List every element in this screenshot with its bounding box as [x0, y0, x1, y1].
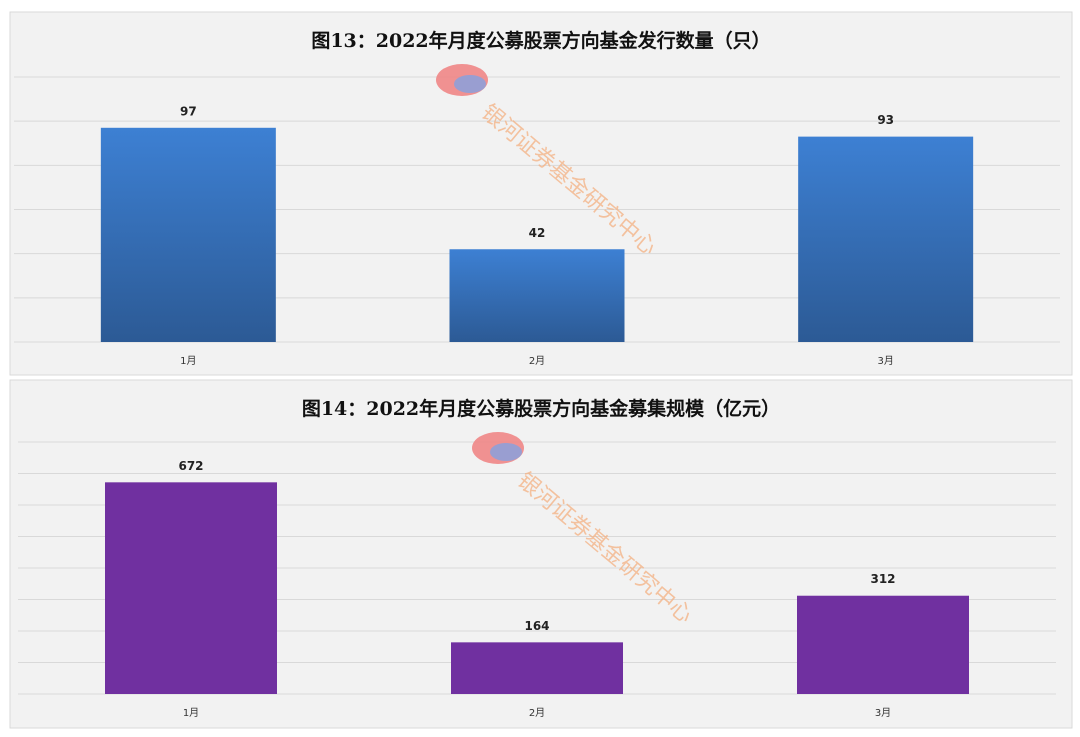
x-tick-label: 2月: [529, 355, 545, 367]
chart-title: 图13：2022年月度公募股票方向基金发行数量（只）: [311, 29, 770, 52]
watermark-logo: [490, 443, 522, 461]
bar: [105, 482, 277, 694]
x-tick-label: 2月: [529, 707, 545, 719]
watermark-logo: [454, 75, 486, 93]
x-tick-label: 3月: [875, 707, 891, 719]
bar: [451, 642, 623, 694]
bar: [797, 595, 969, 694]
data-label: 312: [870, 572, 895, 586]
chart-panel: 图13：2022年月度公募股票方向基金发行数量（只）971月422月933月银河…: [9, 11, 1073, 376]
x-tick-label: 1月: [183, 707, 199, 719]
bar: [100, 127, 276, 343]
x-tick-label: 1月: [180, 355, 196, 367]
bar: [449, 249, 625, 342]
bar: [798, 136, 974, 342]
data-label: 672: [178, 459, 203, 473]
data-label: 97: [180, 104, 197, 118]
data-label: 164: [524, 619, 549, 633]
chart-panel: 图14：2022年月度公募股票方向基金募集规模（亿元） 672 1月 164 2月 312…: [9, 379, 1073, 729]
data-label: 93: [877, 113, 894, 127]
chart-title: 图14：2022年月度公募股票方向基金募集规模（亿元）: [302, 397, 780, 420]
x-tick-label: 3月: [877, 355, 893, 367]
data-label: 42: [529, 226, 546, 240]
